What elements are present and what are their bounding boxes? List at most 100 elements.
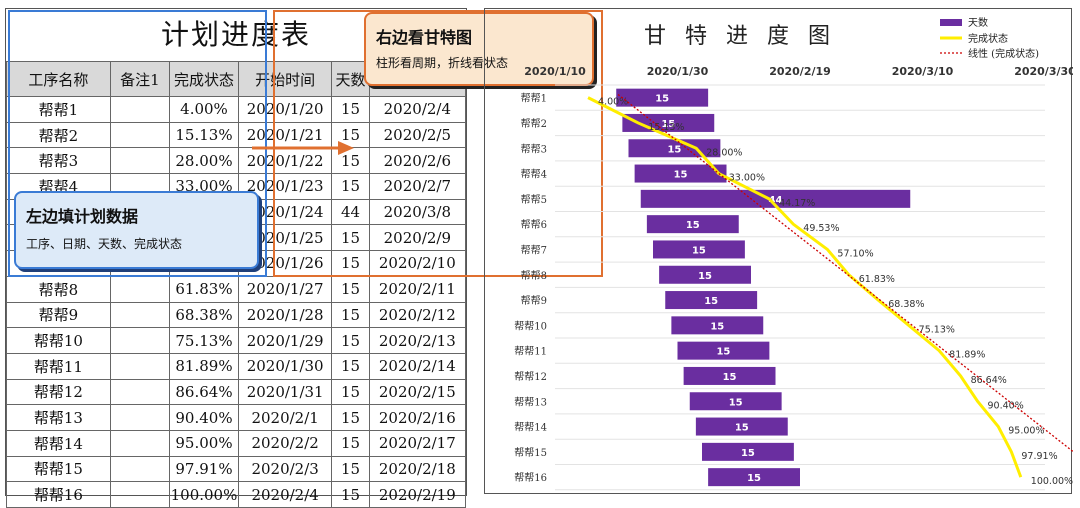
table-cell[interactable]: 帮帮10 (7, 328, 111, 354)
table-cell[interactable]: 2020/2/12 (369, 302, 465, 328)
category-label: 帮帮11 (514, 346, 547, 358)
callout-right-title: 右边看甘特图 (376, 24, 472, 48)
table-cell[interactable]: 86.64% (170, 379, 239, 405)
table-cell[interactable]: 15 (332, 328, 369, 354)
category-label: 帮帮16 (514, 472, 547, 484)
completion-data-label: 90.40% (988, 400, 1024, 411)
completion-data-label: 97.91% (1021, 451, 1057, 462)
table-cell[interactable]: 2020/2/18 (369, 456, 465, 482)
table-cell[interactable]: 15 (332, 276, 369, 302)
table-cell[interactable]: 2020/1/31 (238, 379, 331, 405)
table-cell[interactable]: 2020/2/13 (369, 328, 465, 354)
category-label: 帮帮1 (521, 93, 547, 105)
table-cell[interactable] (110, 276, 169, 302)
table-cell[interactable]: 帮帮11 (7, 353, 111, 379)
table-cell[interactable]: 68.38% (170, 302, 239, 328)
completion-data-label: 33.00% (729, 173, 765, 184)
table-cell[interactable]: 2020/1/27 (238, 276, 331, 302)
table-cell[interactable]: 2020/2/16 (369, 405, 465, 431)
bar-data-label: 15 (729, 397, 743, 408)
table-cell[interactable]: 2020/2/1 (238, 405, 331, 431)
table-cell[interactable] (110, 379, 169, 405)
table-cell[interactable] (110, 328, 169, 354)
completion-data-label: 100.00% (1031, 476, 1073, 487)
completion-data-label: 75.13% (919, 324, 955, 335)
table-cell[interactable] (110, 456, 169, 482)
category-label: 帮帮2 (521, 118, 547, 130)
table-row: 帮帮10 75.13% 2020/1/29 15 2020/2/13 (7, 328, 466, 354)
table-cell[interactable]: 15 (332, 405, 369, 431)
table-cell[interactable]: 81.89% (170, 353, 239, 379)
gantt-chart: 甘 特 进 度 图 2020/1/10 2020/1/30 2020/2/19 2020… (484, 8, 1072, 494)
table-cell[interactable]: 帮帮9 (7, 302, 111, 328)
completion-data-label: 28.00% (706, 147, 742, 158)
category-label: 帮帮4 (521, 169, 547, 181)
table-cell[interactable]: 2020/1/28 (238, 302, 331, 328)
table-cell[interactable]: 帮帮13 (7, 405, 111, 431)
category-label: 帮帮6 (521, 219, 547, 231)
callout-left: 左边填计划数据 工序、日期、天数、完成状态 (14, 191, 259, 269)
table-cell[interactable] (110, 430, 169, 456)
x-tick-label: 2020/1/10 (524, 65, 586, 78)
completion-data-label: 86.64% (971, 375, 1007, 386)
callout-left-subtitle: 工序、日期、天数、完成状态 (26, 235, 182, 252)
bar-data-label: 15 (686, 220, 700, 231)
table-cell[interactable]: 75.13% (170, 328, 239, 354)
table-cell[interactable]: 2020/1/30 (238, 353, 331, 379)
bar-data-label: 15 (723, 372, 737, 383)
table-cell[interactable]: 15 (332, 379, 369, 405)
callout-left-title: 左边填计划数据 (26, 203, 138, 227)
table-cell[interactable]: 帮帮14 (7, 430, 111, 456)
table-cell[interactable]: 97.91% (170, 456, 239, 482)
category-label: 帮帮15 (514, 447, 547, 459)
legend-label: 线性 (完成状态) (968, 47, 1039, 60)
gantt-svg: 甘 特 进 度 图 2020/1/10 2020/1/30 2020/2/19 2020… (485, 9, 1073, 495)
bar-data-label: 15 (747, 473, 761, 484)
x-tick-label: 2020/2/19 (769, 65, 831, 78)
table-cell[interactable]: 15 (332, 456, 369, 482)
completion-data-label: 68.38% (888, 299, 924, 310)
table-cell[interactable]: 2020/2/14 (369, 353, 465, 379)
table-cell[interactable]: 61.83% (170, 276, 239, 302)
category-label: 帮帮14 (514, 422, 547, 434)
completion-data-label: 44.17% (779, 198, 815, 209)
table-cell[interactable]: 15 (332, 353, 369, 379)
table-row: 帮帮13 90.40% 2020/2/1 15 2020/2/16 (7, 405, 466, 431)
bar-data-label: 15 (692, 245, 706, 256)
x-tick-label: 2020/3/30 (1014, 65, 1073, 78)
table-cell[interactable] (110, 405, 169, 431)
completion-data-label: 95.00% (1008, 426, 1044, 437)
table-cell[interactable]: 2020/1/29 (238, 328, 331, 354)
arrow-right-icon (250, 138, 360, 158)
table-cell[interactable]: 2020/2/15 (369, 379, 465, 405)
table-cell[interactable]: 帮帮12 (7, 379, 111, 405)
table-cell[interactable] (110, 302, 169, 328)
table-cell[interactable]: 帮帮8 (7, 276, 111, 302)
x-tick-label: 2020/3/10 (892, 65, 954, 78)
table-cell[interactable]: 2020/2/2 (238, 430, 331, 456)
bar-data-label: 15 (710, 321, 724, 332)
bar-data-label: 15 (741, 448, 755, 459)
category-label: 帮帮9 (521, 295, 547, 307)
table-cell[interactable]: 15 (332, 302, 369, 328)
table-cell[interactable]: 帮帮15 (7, 456, 111, 482)
table-cell[interactable]: 90.40% (170, 405, 239, 431)
table-row: 帮帮11 81.89% 2020/1/30 15 2020/2/14 (7, 353, 466, 379)
completion-data-label: 49.53% (803, 223, 839, 234)
completion-data-label: 61.83% (859, 274, 895, 285)
table-cell[interactable]: 2020/2/11 (369, 276, 465, 302)
table-row: 帮帮12 86.64% 2020/1/31 15 2020/2/15 (7, 379, 466, 405)
legend-swatch-bar (940, 19, 962, 26)
table-cell[interactable]: 95.00% (170, 430, 239, 456)
chart-title: 甘 特 进 度 图 (644, 24, 836, 49)
table-cell[interactable] (110, 353, 169, 379)
bar-data-label: 15 (735, 423, 749, 434)
category-label: 帮帮10 (514, 320, 547, 332)
table-cell[interactable]: 2020/2/3 (238, 456, 331, 482)
bar-data-label: 15 (698, 271, 712, 282)
completion-data-label: 4.00% (598, 97, 628, 108)
category-label: 帮帮12 (514, 371, 547, 383)
table-cell[interactable]: 2020/2/17 (369, 430, 465, 456)
category-label: 帮帮8 (521, 270, 547, 282)
table-cell[interactable]: 15 (332, 430, 369, 456)
